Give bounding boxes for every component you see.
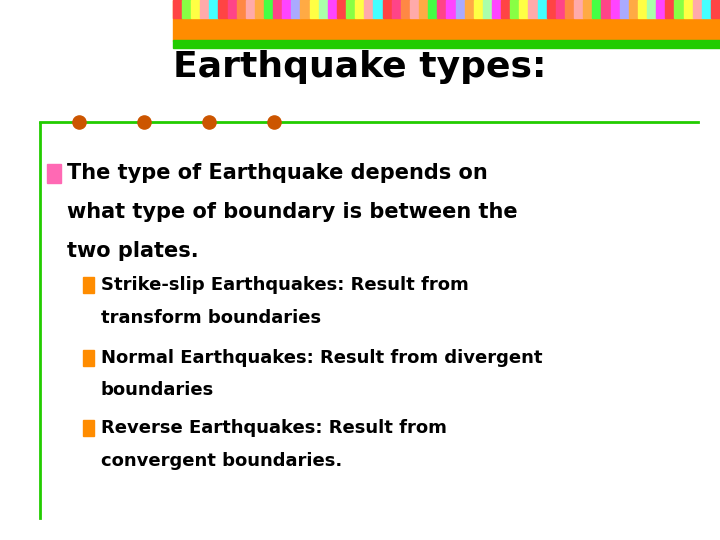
Bar [228,0,237,18]
Bar [392,0,401,18]
Bar [273,0,282,18]
Text: The type of Earthquake depends on: The type of Earthquake depends on [67,163,487,184]
Bar [574,0,583,18]
Point [73,117,85,126]
Bar [300,0,310,18]
Text: convergent boundaries.: convergent boundaries. [101,451,342,470]
Bar [255,0,264,18]
Bar [683,0,693,18]
Bar [593,0,601,18]
Bar [483,0,492,18]
Bar [647,0,656,18]
Text: Normal Earthquakes: Result from divergent: Normal Earthquakes: Result from divergen… [101,349,542,367]
Text: Strike-slip Earthquakes: Result from: Strike-slip Earthquakes: Result from [101,276,469,294]
Bar [474,0,483,18]
Bar [665,0,675,18]
Text: boundaries: boundaries [101,381,214,400]
Bar [456,0,464,18]
Bar [464,0,474,18]
Bar [374,0,382,18]
Text: Earthquake types:: Earthquake types: [174,51,546,84]
Bar [410,0,419,18]
Bar [693,0,702,18]
Bar [711,0,720,18]
Bar [83,350,94,366]
Bar [419,0,428,18]
Bar [200,0,210,18]
Bar [401,0,410,18]
Bar [47,164,61,183]
Bar [556,0,565,18]
Bar [519,0,528,18]
Bar [237,0,246,18]
Bar [565,0,574,18]
Bar [546,0,556,18]
Bar [538,0,546,18]
Bar [656,0,665,18]
Bar [355,0,364,18]
Point [203,117,215,126]
Bar [528,0,538,18]
Bar [337,0,346,18]
Bar [210,0,218,18]
Text: two plates.: two plates. [67,241,199,261]
Bar [346,0,355,18]
Text: what type of boundary is between the: what type of boundary is between the [67,202,518,222]
Bar [83,277,94,293]
Point [268,117,279,126]
Bar [638,0,647,18]
Bar [83,420,94,436]
Bar [620,0,629,18]
Bar [382,0,392,18]
Bar [328,0,337,18]
Bar [218,0,228,18]
Bar [583,0,593,18]
Bar [319,0,328,18]
Bar [292,0,300,18]
Bar [191,0,200,18]
Bar [611,0,620,18]
Bar [173,40,720,48]
Bar [446,0,456,18]
Bar [364,0,374,18]
Bar [182,0,191,18]
Bar [437,0,446,18]
Bar [492,0,501,18]
Bar [173,0,182,18]
Bar [310,0,319,18]
Bar [702,0,711,18]
Bar [501,0,510,18]
Bar [510,0,519,18]
Bar [601,0,611,18]
Bar [173,0,720,40]
Point [138,117,150,126]
Text: transform boundaries: transform boundaries [101,308,321,327]
Text: Reverse Earthquakes: Result from: Reverse Earthquakes: Result from [101,419,446,437]
Bar [675,0,683,18]
Bar [282,0,292,18]
Bar [246,0,255,18]
Bar [629,0,638,18]
Bar [264,0,273,18]
Bar [428,0,437,18]
